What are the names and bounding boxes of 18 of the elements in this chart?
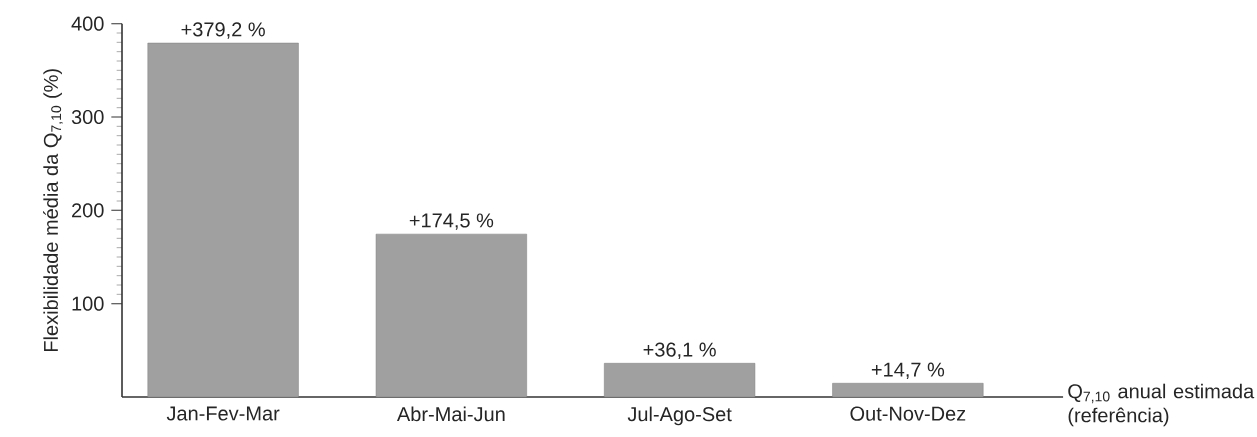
x-tick-label: Jul-Ago-Set bbox=[627, 406, 732, 426]
data-label: +36,1 % bbox=[643, 342, 716, 360]
bar bbox=[604, 363, 756, 398]
data-label: +174,5 % bbox=[409, 213, 494, 230]
y-tick-label: 200 bbox=[72, 203, 104, 218]
bar bbox=[147, 42, 299, 398]
data-label: +379,2 % bbox=[181, 22, 265, 39]
y-tick-label: 100 bbox=[72, 296, 104, 311]
y-axis-title: Flexibilidade média da Q$_{7,10}$ (%) bbox=[43, 69, 63, 352]
x-tick-label: Abr-Mai-Jun bbox=[396, 406, 505, 422]
bar bbox=[375, 233, 527, 398]
x-tick-label: Out-Nov-Dez bbox=[850, 406, 966, 421]
y-tick-label: 400 bbox=[71, 16, 104, 31]
data-label: +14,7 % bbox=[871, 362, 945, 380]
bar bbox=[832, 383, 984, 398]
x-axis-title: Q$_{7,10}$ anual estimada (referência) bbox=[1068, 383, 1255, 427]
x-tick-label: Jan-Fev-Mar bbox=[166, 406, 280, 421]
y-tick-label: 300 bbox=[71, 109, 104, 125]
